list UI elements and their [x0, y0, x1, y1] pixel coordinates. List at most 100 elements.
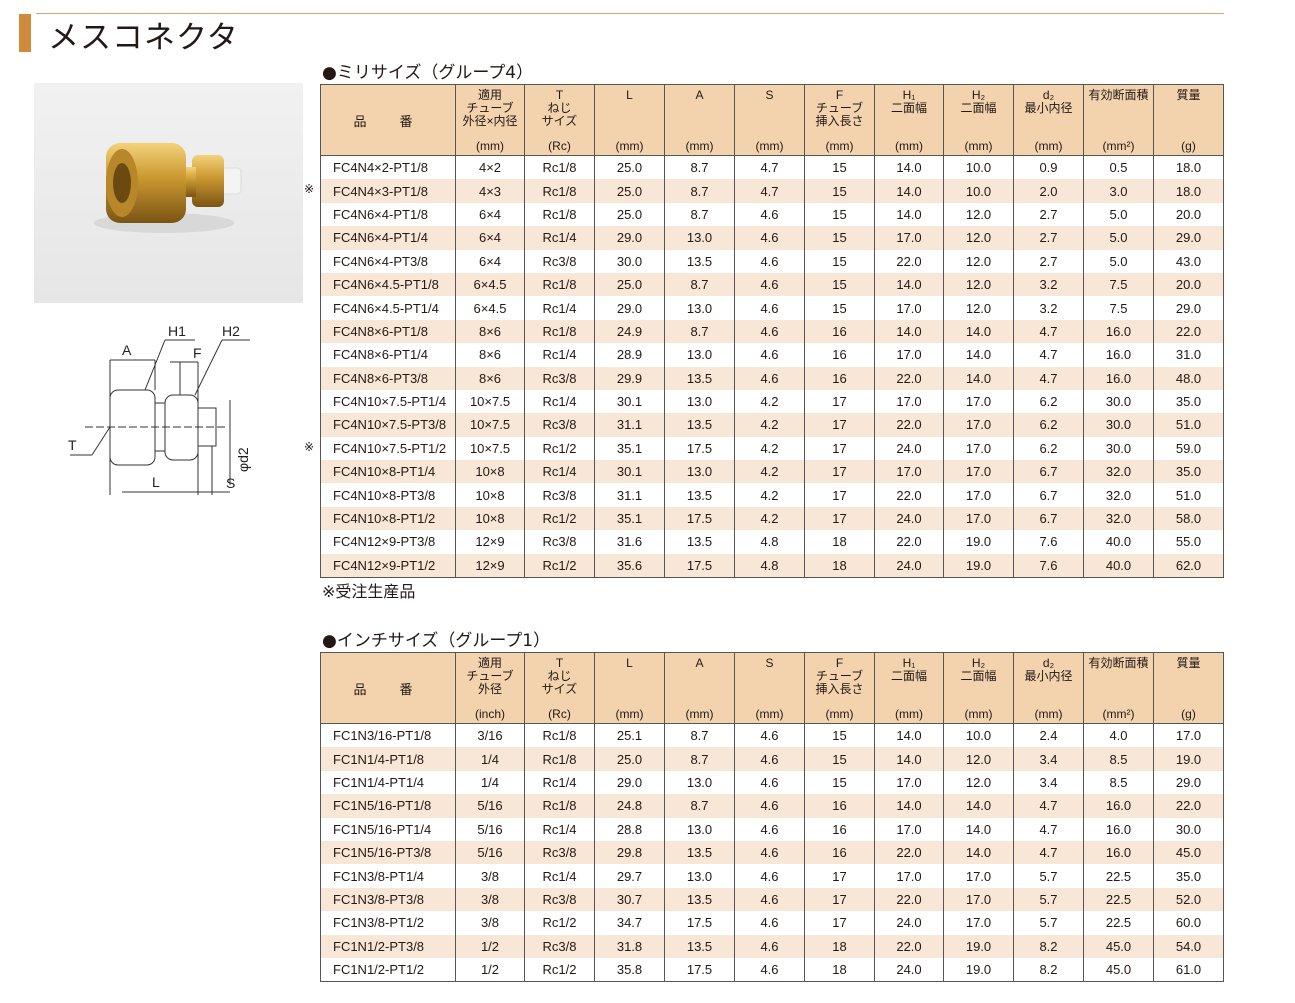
header-label: H₁ 二面幅	[890, 88, 927, 115]
table-cell: 29.0	[1153, 770, 1224, 795]
header-label: H₁ 二面幅	[890, 656, 927, 683]
table-cell: 30.7	[594, 887, 665, 912]
table-cell: 5/16	[455, 840, 525, 865]
table-cell: 4.6	[734, 296, 805, 320]
table-cell: 14.0	[874, 723, 944, 748]
table-cell: Rc3/8	[524, 249, 595, 273]
part-number-cell: FC1N1/4-PT1/4	[320, 770, 456, 795]
page-title: メスコネクタ	[48, 20, 239, 56]
header-label: T ねじ サイズ	[541, 656, 578, 696]
table-cell: 22.0	[874, 887, 944, 912]
part-number-cell: FC4N10×7.5-PT1/2	[320, 436, 456, 461]
part-number-cell: FC4N6×4-PT3/8	[320, 249, 456, 273]
table-row: FC4N10×8-PT1/4 10×8 Rc1/4 30.1 13.0 4.2 17 17.0…	[320, 460, 1224, 484]
table-cell: 58.0	[1153, 506, 1224, 531]
table-cell: 31.0	[1153, 343, 1224, 367]
part-number-cell: FC4N10×8-PT3/8	[320, 483, 456, 507]
table-cell: 16.0	[1083, 794, 1154, 818]
table-cell: 17.0	[943, 436, 1014, 461]
table-cell: 2.7	[1013, 226, 1084, 250]
table-cell: 16	[804, 319, 875, 344]
part-number-cell: FC4N10×8-PT1/2	[320, 506, 456, 531]
column-header: d₂ 最小内径 (mm)	[1013, 84, 1084, 156]
table-cell: Rc1/8	[524, 723, 595, 748]
made-to-order-note: ※受注生産品	[322, 582, 416, 601]
header-unit: (mm)	[964, 139, 993, 153]
table-cell: 12.0	[943, 226, 1014, 250]
header-label: S	[765, 656, 774, 670]
table-cell: 6.2	[1013, 413, 1084, 437]
table-cell: 45.0	[1153, 840, 1224, 865]
table-row: FC1N3/8-PT1/2 3/8 Rc1/2 34.7 17.5 4.6 17 24.0 17…	[320, 911, 1224, 935]
table-cell: 12×9	[455, 530, 525, 554]
inch-size-table: 品 番 適用 チューブ 外径 (inch) T ねじ サイズ (Rc) L (mm) A (mm…	[320, 652, 1224, 983]
header-unit: (mm)	[615, 139, 644, 153]
table-cell: 19.0	[943, 553, 1014, 578]
table-cell: 60.0	[1153, 911, 1224, 935]
header-unit: (mm)	[755, 707, 784, 721]
made-to-order-mark: ※	[304, 182, 315, 197]
table-cell: 10×7.5	[455, 436, 525, 461]
table-row: FC4N8×6-PT1/8 8×6 Rc1/8 24.9 8.7 4.6 16 14.0 14.…	[320, 319, 1224, 344]
part-number-cell: FC1N3/8-PT1/4	[320, 864, 456, 888]
header-label: F チューブ 挿入長さ	[815, 88, 864, 128]
header-unit: (inch)	[474, 707, 505, 721]
table-cell: 8.7	[664, 794, 735, 818]
table-cell: 7.6	[1013, 553, 1084, 578]
table-cell: 17.0	[874, 770, 944, 795]
table-row: FC4N4×2-PT1/8 4×2 Rc1/8 25.0 8.7 4.7 15 14.0 10.…	[320, 155, 1224, 180]
table-cell: 10.0	[943, 179, 1014, 203]
label-T: T	[68, 437, 77, 453]
table-cell: 8.7	[664, 272, 735, 297]
table-cell: 2.7	[1013, 202, 1084, 227]
table-cell: 17.5	[664, 911, 735, 935]
table-cell: Rc1/4	[524, 296, 595, 320]
table-row: FC1N3/8-PT1/4 3/8 Rc1/4 29.7 13.0 4.6 17 17.0 17…	[320, 864, 1224, 888]
table-cell: 3/16	[455, 723, 525, 748]
header-label: H₂ 二面幅	[960, 656, 997, 683]
table-row: FC4N8×6-PT1/4 8×6 Rc1/4 28.9 13.0 4.6 16 17.0 14…	[320, 343, 1224, 367]
header-label: S	[765, 88, 774, 102]
table-cell: 17	[804, 389, 875, 414]
column-header: H₂ 二面幅 (mm)	[943, 84, 1014, 156]
header-unit: (g)	[1181, 139, 1196, 153]
table-cell: 6×4.5	[455, 296, 525, 320]
table-cell: 3/8	[455, 911, 525, 935]
table-row: FC4N10×7.5-PT3/8 10×7.5 Rc3/8 31.1 13.5 4.2 17…	[320, 413, 1224, 437]
table-cell: 8×6	[455, 319, 525, 344]
table-cell: 14.0	[874, 319, 944, 344]
part-number-cell: FC4N6×4-PT1/4	[320, 226, 456, 250]
header-unit: (mm)	[685, 139, 714, 153]
table-cell: 6×4	[455, 249, 525, 273]
table-cell: 13.5	[664, 887, 735, 912]
table-cell: 8.5	[1083, 770, 1154, 795]
label-S: S	[226, 475, 235, 491]
table-cell: Rc1/8	[524, 155, 595, 180]
table-cell: Rc1/4	[524, 817, 595, 841]
table-row: FC4N6×4-PT3/8 6×4 Rc3/8 30.0 13.5 4.6 15 22.0 12…	[320, 249, 1224, 273]
table-cell: 5.0	[1083, 249, 1154, 273]
table-cell: 14.0	[943, 794, 1014, 818]
table-cell: 22.5	[1083, 887, 1154, 912]
table-row: FC1N5/16-PT1/4 5/16 Rc1/4 28.8 13.0 4.6 16 17.0…	[320, 817, 1224, 841]
table-cell: 15	[804, 747, 875, 771]
table-cell: 5/16	[455, 794, 525, 818]
label-H2: H2	[222, 323, 240, 339]
table-cell: 4.6	[734, 226, 805, 250]
table-cell: 3.2	[1013, 296, 1084, 320]
column-header: S (mm)	[734, 84, 805, 156]
table-cell: 40.0	[1083, 530, 1154, 554]
table-cell: 4.8	[734, 553, 805, 578]
table-cell: 7.5	[1083, 272, 1154, 297]
table-cell: 8.7	[664, 723, 735, 748]
table-cell: 13.0	[664, 864, 735, 888]
table-row: FC1N1/4-PT1/8 1/4 Rc1/8 25.0 8.7 4.6 15 14.0 12.…	[320, 747, 1224, 771]
table-cell: 22.0	[874, 934, 944, 958]
table-cell: 24.8	[594, 794, 665, 818]
header-unit: (mm)	[964, 707, 993, 721]
table-cell: Rc1/8	[524, 747, 595, 771]
table-cell: Rc3/8	[524, 887, 595, 912]
part-number-cell: FC4N4×2-PT1/8	[320, 155, 456, 180]
table-cell: 55.0	[1153, 530, 1224, 554]
